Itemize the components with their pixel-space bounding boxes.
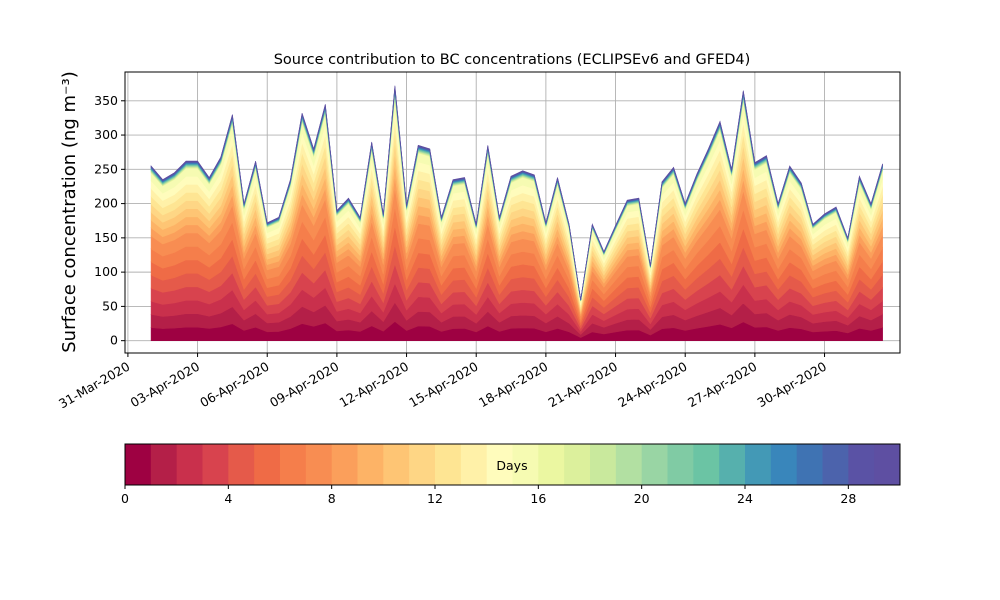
colorbar-swatch <box>435 444 462 485</box>
y-tick-label: 100 <box>94 264 118 279</box>
colorbar-tick-label: 4 <box>224 491 232 506</box>
x-tick-label: 18-Apr-2020 <box>476 359 550 411</box>
colorbar-ticks: 0 4 8 12 16 20 24 28 <box>121 485 856 506</box>
colorbar-frame <box>124 443 901 486</box>
y-tick-label: 50 <box>102 298 118 313</box>
y-tick-label: 200 <box>94 196 118 211</box>
plot-frame <box>124 71 901 354</box>
colorbar-swatch <box>357 444 384 485</box>
colorbar-swatch <box>822 444 849 485</box>
colorbar-swatch <box>486 444 513 485</box>
colorbar-tick-label: 28 <box>840 491 856 506</box>
colorbar-swatch <box>202 444 229 485</box>
colorbar-swatch <box>615 444 643 485</box>
colorbar-tick-label: 12 <box>427 491 443 506</box>
y-tick-label: 250 <box>94 161 118 176</box>
colorbar-label: Days <box>496 458 527 473</box>
chart-title: Source contribution to BC concentrations… <box>274 52 751 68</box>
stacked-areas <box>150 85 883 341</box>
colorbar-swatch <box>228 444 255 485</box>
colorbar-swatch <box>331 444 358 485</box>
colorbar-swatch <box>848 444 875 485</box>
x-tick-label: 06-Apr-2020 <box>197 359 271 411</box>
colorbar-tick-label: 8 <box>328 491 336 506</box>
y-tick-label: 300 <box>94 127 118 142</box>
colorbar-swatch <box>125 444 152 485</box>
colorbar-swatch <box>176 444 203 485</box>
x-tick-label: 03-Apr-2020 <box>128 359 202 411</box>
colorbar-tick-label: 16 <box>530 491 546 506</box>
colorbar-swatch <box>512 444 539 485</box>
colorbar <box>125 444 901 485</box>
x-axis-ticks: 31-Mar-202003-Apr-202006-Apr-202009-Apr-… <box>56 353 829 411</box>
colorbar-swatch <box>538 444 565 485</box>
x-tick-label: 27-Apr-2020 <box>685 359 759 411</box>
colorbar-swatch <box>150 444 178 485</box>
x-tick-label: 21-Apr-2020 <box>546 359 620 411</box>
x-tick-label: 31-Mar-2020 <box>56 359 132 412</box>
colorbar-tick-label: 20 <box>634 491 650 506</box>
colorbar-swatch <box>564 444 591 485</box>
colorbar-swatch <box>770 444 798 485</box>
colorbar-swatch <box>874 444 901 485</box>
y-tick-label: 0 <box>110 333 118 348</box>
colorbar-tick-label: 24 <box>737 491 753 506</box>
y-axis-label: Surface concentration (ng m⁻³) <box>59 71 80 353</box>
colorbar-swatch <box>745 444 772 485</box>
colorbar-swatch <box>719 444 746 485</box>
y-axis-ticks: 0 50 100 150 200 250 300 350 <box>94 93 125 348</box>
colorbar-swatch <box>693 444 720 485</box>
colorbar-swatch <box>641 444 668 485</box>
colorbar-swatch <box>460 444 488 485</box>
x-tick-label: 30-Apr-2020 <box>755 359 829 411</box>
y-tick-label: 150 <box>94 230 118 245</box>
colorbar-swatch <box>796 444 823 485</box>
colorbar-swatch <box>254 444 281 485</box>
colorbar-swatch <box>383 444 410 485</box>
colorbar-swatch <box>667 444 694 485</box>
colorbar-swatch <box>305 444 333 485</box>
colorbar-tick-label: 0 <box>121 491 129 506</box>
x-tick-label: 12-Apr-2020 <box>337 359 411 411</box>
colorbar-swatch <box>409 444 436 485</box>
x-tick-label: 09-Apr-2020 <box>267 359 341 411</box>
y-tick-label: 350 <box>94 93 118 108</box>
colorbar-swatch <box>590 444 617 485</box>
x-tick-label: 24-Apr-2020 <box>615 359 689 411</box>
colorbar-swatch <box>280 444 307 485</box>
area-layer <box>150 85 883 300</box>
x-tick-label: 15-Apr-2020 <box>406 359 480 411</box>
